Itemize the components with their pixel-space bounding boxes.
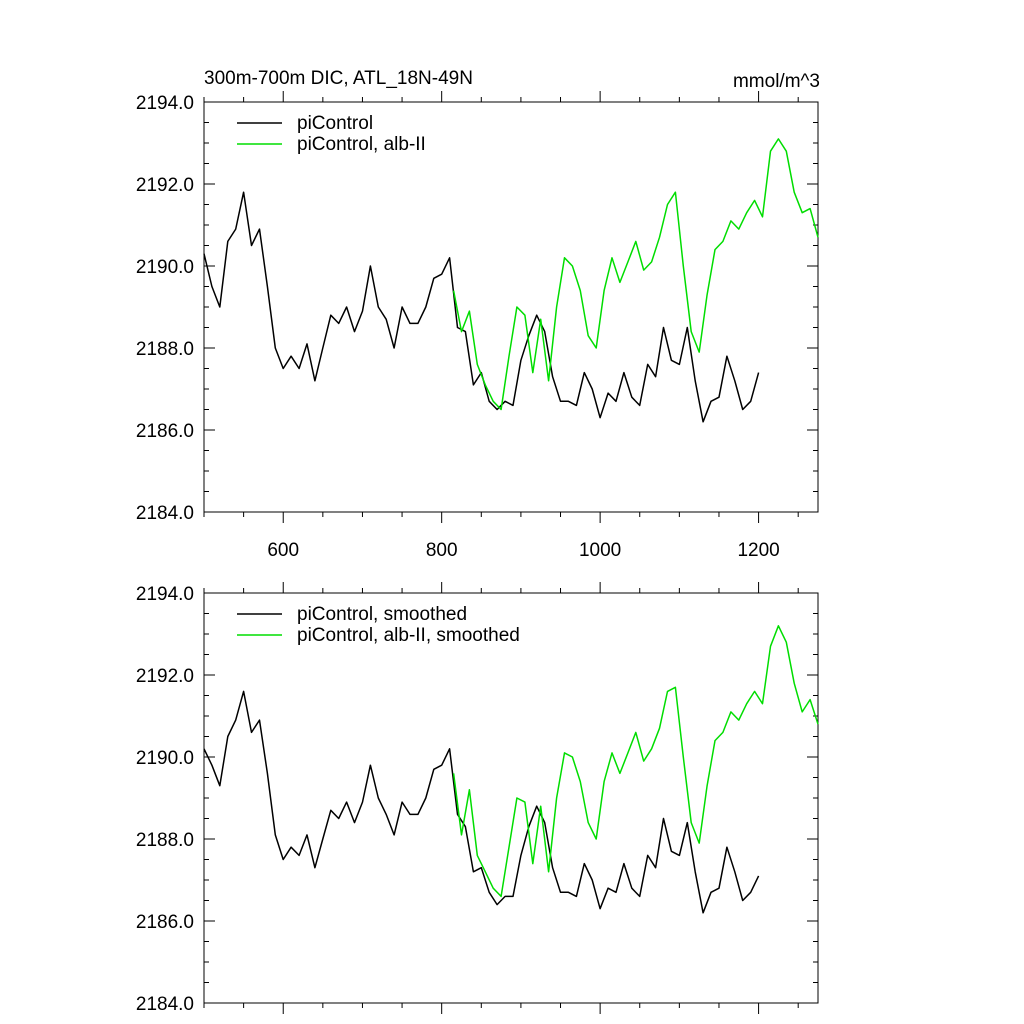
y-tick-label: 2192.0 [136, 175, 194, 196]
series-line-black [203, 690, 760, 914]
y-tick-label: 2186.0 [136, 421, 194, 442]
series-top [203, 138, 819, 423]
legend-label: piControl, alb-II [297, 134, 426, 155]
legend-label: piControl [297, 113, 373, 134]
series-line-black [203, 191, 760, 423]
y-tick-label: 2194.0 [136, 584, 194, 605]
x-tick-label: 1200 [737, 540, 779, 561]
chart-title: 300m-700m DIC, ATL_18N-49N [204, 68, 473, 89]
bottom-panel: 2184.0 2186.0 2188.0 2190.0 2192.0 2194.0 piC… [136, 582, 819, 1015]
ticks-top: 2184.0 2186.0 2188.0 2190.0 2192.0 2194.0 600 8… [136, 91, 818, 561]
y-tick-label: 2194.0 [136, 93, 194, 114]
series-line-green [452, 625, 819, 898]
top-panel: 300m-700m DIC, ATL_18N-49N mmol/m^3 2184… [136, 68, 820, 561]
y-tick-label: 2184.0 [136, 994, 194, 1015]
ticks-bottom: 2184.0 2186.0 2188.0 2190.0 2192.0 2194.0 [136, 582, 818, 1015]
units-label: mmol/m^3 [733, 71, 820, 92]
y-tick-label: 2186.0 [136, 912, 194, 933]
y-tick-label: 2190.0 [136, 257, 194, 278]
series-line-green [452, 138, 819, 411]
x-tick-label: 1000 [579, 540, 621, 561]
y-tick-label: 2192.0 [136, 666, 194, 687]
y-tick-label: 2184.0 [136, 503, 194, 524]
legend-label: piControl, smoothed [297, 604, 467, 625]
y-tick-label: 2190.0 [136, 748, 194, 769]
plot-frame-bottom [203, 592, 819, 1004]
legend-label: piControl, alb-II, smoothed [297, 625, 520, 646]
x-tick-label: 800 [426, 540, 458, 561]
plot-frame-top [203, 101, 819, 513]
y-tick-label: 2188.0 [136, 830, 194, 851]
series-bottom [203, 625, 819, 914]
x-tick-label: 600 [267, 540, 299, 561]
y-tick-label: 2188.0 [136, 339, 194, 360]
